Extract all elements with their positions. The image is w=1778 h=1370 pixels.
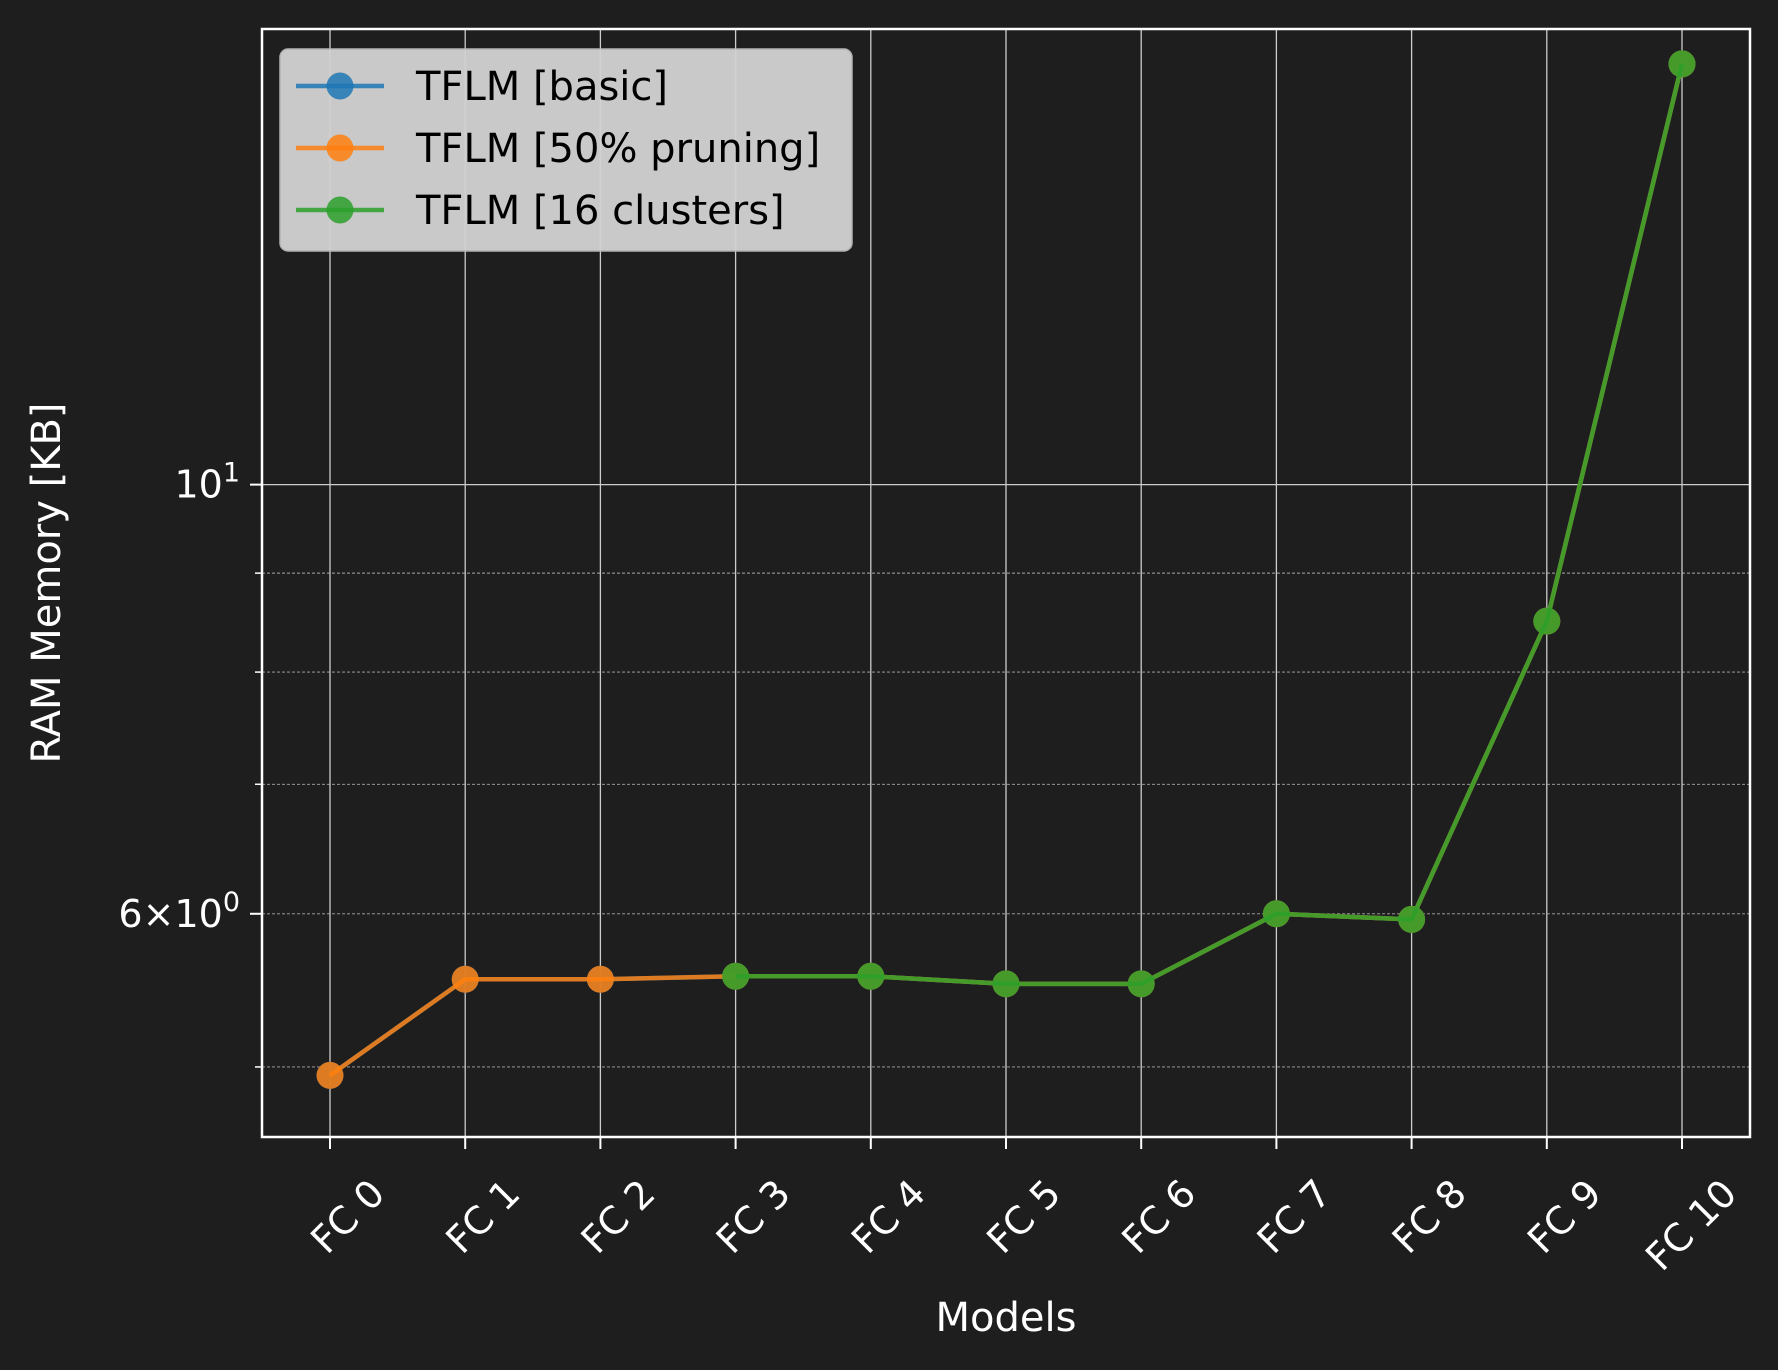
x-tick-label: FC 5 [978, 1171, 1069, 1262]
legend-marker [326, 196, 354, 224]
x-tick-label: FC 1 [437, 1171, 528, 1262]
data-point [1127, 970, 1155, 998]
data-point [857, 962, 885, 990]
data-point [1398, 905, 1426, 933]
x-tick-label: FC 10 [1637, 1171, 1745, 1279]
data-point [1533, 607, 1561, 635]
legend-entry: TFLM [50% pruning] [296, 126, 820, 172]
data-point [1262, 900, 1290, 928]
data-point [586, 965, 614, 993]
y-axis: 101 6×100 [118, 458, 262, 1068]
legend-box [279, 48, 853, 252]
x-tick-label: FC 9 [1519, 1171, 1610, 1262]
x-tick-label: FC 0 [302, 1171, 393, 1262]
data-point [1668, 50, 1696, 78]
legend-entry: TFLM [16 clusters] [296, 188, 785, 234]
data-point [316, 1061, 344, 1089]
series-2 [722, 50, 1696, 998]
y-tick-label: 101 [174, 458, 240, 507]
series-line [735, 63, 1685, 987]
data-point [451, 965, 479, 993]
legend: TFLM [basic] TFLM [50% pruning] TFLM [16 c… [279, 48, 853, 252]
y-tick-label: 6×100 [118, 887, 240, 936]
series-group [316, 50, 1696, 1089]
x-tick-label: FC 8 [1384, 1171, 1475, 1262]
data-point [722, 962, 750, 990]
data-point [992, 970, 1020, 998]
x-tick-label: FC 7 [1249, 1171, 1340, 1262]
x-tick-label: FC 2 [573, 1171, 664, 1262]
legend-marker [326, 134, 354, 162]
x-axis-label: Models [936, 1295, 1077, 1341]
legend-marker [326, 72, 354, 100]
x-tick-label: FC 3 [708, 1171, 799, 1262]
y-axis-label: RAM Memory [KB] [24, 402, 70, 763]
legend-label: TFLM [16 clusters] [415, 188, 785, 234]
x-axis: FC 0 FC 1 FC 2 FC 3 FC 4 FC 5 FC 6 FC 7 FC 8 FC 9… [302, 1137, 1745, 1279]
legend-entry: TFLM [basic] [296, 64, 668, 110]
legend-label: TFLM [50% pruning] [415, 126, 820, 172]
x-tick-label: FC 4 [843, 1171, 934, 1262]
x-tick-label: FC 6 [1113, 1171, 1204, 1262]
legend-label: TFLM [basic] [415, 64, 668, 110]
grid-lines [262, 29, 1750, 1137]
